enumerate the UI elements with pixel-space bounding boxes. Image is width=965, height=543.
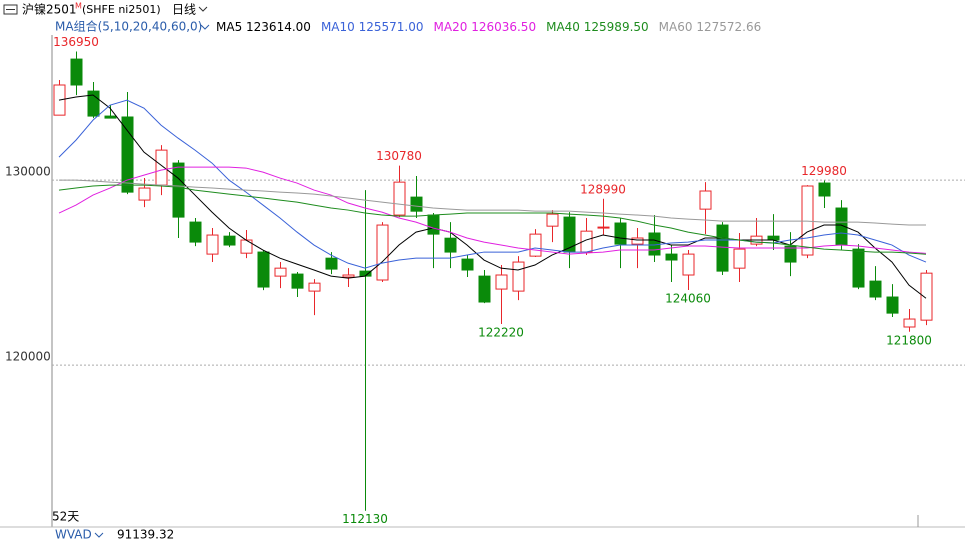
candle-body xyxy=(138,187,151,201)
high-label: 129980 xyxy=(801,164,847,178)
candle-body xyxy=(665,253,678,261)
candle-body xyxy=(631,237,644,245)
candle-body xyxy=(342,274,355,278)
candle-body xyxy=(223,235,236,246)
candle-body xyxy=(852,248,865,288)
candle-body xyxy=(376,224,389,281)
candle-body xyxy=(257,251,270,288)
ma-legend-value: 127572.66 xyxy=(696,20,761,34)
ma-legend: MA5 123614.00 xyxy=(216,20,311,34)
header: 沪镍2501 M (SHFE ni2501) 日线 MA组合(5,10,20,4… xyxy=(3,2,210,34)
ma-legend-value: 123614.00 xyxy=(246,20,311,34)
candle-body xyxy=(274,267,287,277)
low-label: 124060 xyxy=(665,291,711,305)
candle-body xyxy=(512,261,525,292)
menu-icon[interactable] xyxy=(3,4,18,15)
ma-legend-value: 125989.50 xyxy=(584,20,649,34)
period-chevron[interactable] xyxy=(198,6,208,12)
candle-body xyxy=(172,162,185,218)
candle-body xyxy=(682,253,695,276)
ma-legend-name: MA20 xyxy=(434,20,468,34)
candle-body xyxy=(104,115,117,119)
symbol-title: 沪镍2501 xyxy=(22,3,77,17)
candle-body xyxy=(427,214,440,235)
high-label: 128990 xyxy=(580,182,626,196)
lower-indicator-name[interactable]: WVAD xyxy=(55,528,92,542)
candle-body xyxy=(563,216,576,253)
candle-body xyxy=(529,233,542,257)
candle-body xyxy=(325,257,338,270)
candle-body xyxy=(767,235,780,241)
ma-line xyxy=(58,99,927,269)
candle-body xyxy=(716,224,729,272)
candle-body xyxy=(818,182,831,197)
ma-legend-value: 126036.50 xyxy=(471,20,536,34)
candle-body xyxy=(291,273,304,289)
candle-body xyxy=(240,239,253,254)
x-axis-label: 52天 xyxy=(52,510,79,524)
ma-legend-name: MA10 xyxy=(321,20,355,34)
candle-body xyxy=(801,185,814,256)
high-label: 136950 xyxy=(53,35,99,49)
candle-body xyxy=(87,90,100,117)
ma-legend-name: MA60 xyxy=(659,20,693,34)
y-tick-label: 120000 xyxy=(5,350,51,364)
candle-body xyxy=(903,318,916,328)
candle-body xyxy=(444,237,457,253)
lower-indicator-value: 91139.32 xyxy=(117,528,174,542)
candle-body xyxy=(495,274,508,290)
candle-body xyxy=(70,58,83,86)
symbol-code: (SHFE ni2501) xyxy=(82,3,161,16)
low-label: 112130 xyxy=(342,512,388,526)
candle-body xyxy=(155,149,168,186)
indicator-chevron[interactable] xyxy=(200,24,210,30)
candle-body xyxy=(393,181,406,216)
candle-body xyxy=(920,272,933,321)
candle-body xyxy=(699,190,712,210)
candle-body xyxy=(308,282,321,292)
indicator-select[interactable]: MA组合(5,10,20,40,60,0) xyxy=(55,19,202,34)
candle-body xyxy=(206,234,219,255)
candle-body xyxy=(410,196,423,212)
period-select[interactable]: 日线 xyxy=(172,3,196,17)
candle-body xyxy=(614,222,627,245)
ma-legend: MA40 125989.50 xyxy=(546,20,649,34)
low-label: 121800 xyxy=(886,333,932,347)
candle-body xyxy=(869,280,882,298)
y-tick-label: 130000 xyxy=(5,165,51,179)
lower-indicator-chevron[interactable] xyxy=(94,532,104,538)
candle-body xyxy=(461,258,474,271)
ma-line xyxy=(58,94,927,299)
ma-line xyxy=(58,166,927,255)
candle-body xyxy=(597,226,610,229)
candle-body xyxy=(189,221,202,243)
ma-legend: MA20 126036.50 xyxy=(434,20,537,34)
ma-legend: MA10 125571.00 xyxy=(321,20,424,34)
low-label: 122220 xyxy=(478,326,524,340)
candle-body xyxy=(784,245,797,263)
candle-body xyxy=(886,296,899,314)
candle-body xyxy=(733,248,746,269)
ma-legend-name: MA40 xyxy=(546,20,580,34)
candle-body xyxy=(478,275,491,303)
ma-legend-value: 125571.00 xyxy=(359,20,424,34)
ma-line xyxy=(59,179,927,226)
candle-body xyxy=(121,116,134,193)
ma-legend-name: MA5 xyxy=(216,20,242,34)
symbol-badge: M xyxy=(75,2,82,11)
candle-body xyxy=(546,213,559,227)
ma-legend: MA60 127572.66 xyxy=(659,20,762,34)
ma-line xyxy=(58,184,927,255)
high-label: 130780 xyxy=(376,149,422,163)
